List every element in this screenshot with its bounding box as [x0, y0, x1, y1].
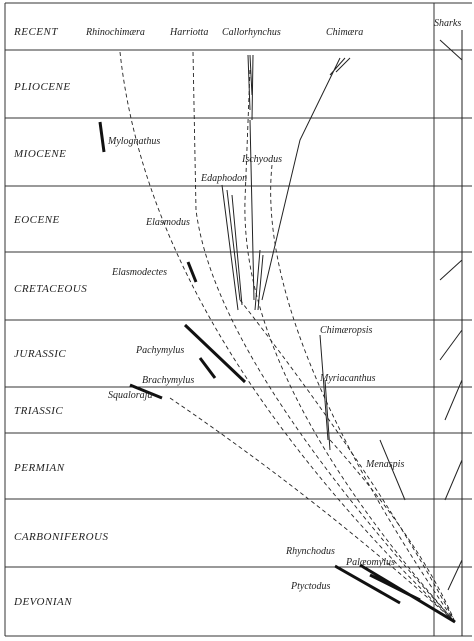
taxon-label: Brachymylus	[142, 375, 194, 386]
taxon-label: Ischyodus	[241, 154, 282, 165]
taxon-label: Squaloraja	[108, 390, 152, 401]
period-label: EOCENE	[13, 214, 60, 226]
period-label: PERMIAN	[13, 462, 65, 474]
taxon-label: Pachymylus	[135, 345, 184, 356]
period-label: PLIOCENE	[13, 81, 71, 93]
labels: RECENT PLIOCENE MIOCENE EOCENE CRETACEOUS JUR…	[13, 18, 461, 608]
taxon-label: Palæomylus	[345, 557, 395, 568]
period-label: JURASSIC	[14, 348, 66, 360]
taxon-label: Sharks	[434, 18, 461, 29]
period-lines	[4, 2, 472, 637]
period-label: CRETACEOUS	[14, 283, 87, 295]
period-label: CARBONIFEROUS	[14, 531, 108, 543]
taxon-label: Edaphodon	[200, 173, 247, 184]
taxon-label: Menaspis	[365, 459, 404, 470]
taxon-label: Chimæra	[326, 27, 363, 38]
period-label: DEVONIAN	[13, 596, 72, 608]
taxon-label: Chimæropsis	[320, 325, 373, 336]
taxon-label: Rhynchodus	[285, 546, 335, 557]
taxon-label: Ptyctodus	[290, 581, 331, 592]
period-label: RECENT	[13, 26, 58, 38]
taxon-label: Callorhynchus	[222, 27, 281, 38]
taxon-label: Elasmodus	[145, 217, 190, 228]
taxon-label: Harriotta	[169, 27, 208, 38]
taxon-label: Myriacanthus	[319, 373, 376, 384]
taxon-label: Rhinochimæra	[85, 27, 145, 38]
taxon-label: Mylognathus	[107, 136, 160, 147]
tree-lines	[98, 30, 463, 636]
period-label: MIOCENE	[13, 148, 66, 160]
taxon-label: Elasmodectes	[111, 267, 167, 278]
period-label: TRIASSIC	[14, 405, 63, 417]
